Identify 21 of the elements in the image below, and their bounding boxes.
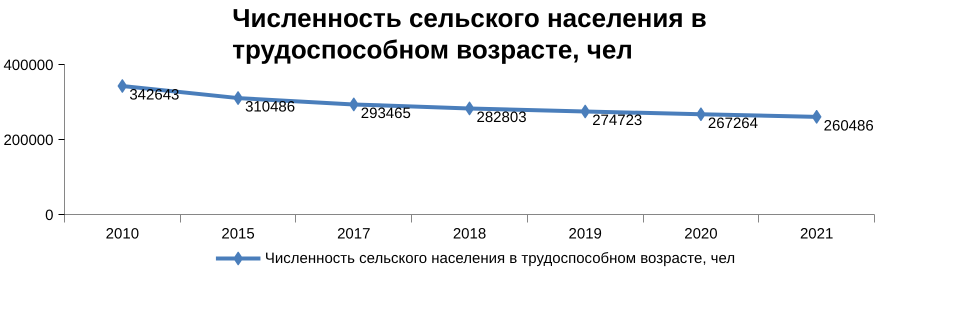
x-tick-label: 2021 — [800, 226, 834, 242]
data-label: 260486 — [824, 117, 874, 134]
y-tick-label: 0 — [45, 207, 54, 224]
data-label: 282803 — [476, 108, 527, 126]
x-tick-label: 2015 — [221, 226, 255, 242]
x-tick-label: 2019 — [568, 226, 602, 242]
point — [580, 104, 590, 118]
x-tick-label: 2018 — [452, 226, 486, 242]
data-label: 293465 — [360, 104, 411, 122]
point — [348, 97, 359, 112]
data-label: 267264 — [708, 114, 758, 132]
x-tick-label: 2010 — [106, 226, 140, 242]
x-tick-label: 2020 — [684, 226, 718, 242]
data-label: 342643 — [129, 86, 180, 104]
legend-label: Численность сельского населения в трудоспособном возрасте, чел — [264, 250, 736, 267]
x-tick-label: 2017 — [337, 226, 370, 242]
chart-title: Численность сельского населения в трудоспособном возрасте, чел — [232, 3, 707, 64]
y-tick-label: 200000 — [3, 132, 54, 149]
data-label: 274723 — [592, 112, 642, 129]
data-label: 310486 — [245, 98, 296, 116]
y-tick-label: 400000 — [3, 57, 54, 74]
